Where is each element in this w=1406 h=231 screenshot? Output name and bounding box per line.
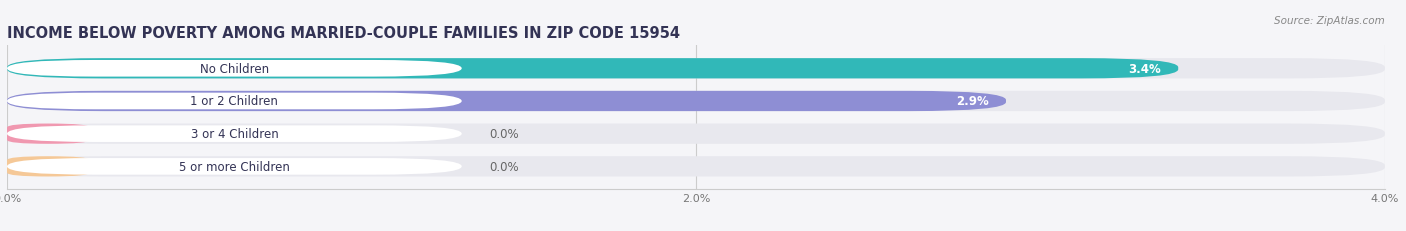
- Text: 5 or more Children: 5 or more Children: [179, 160, 290, 173]
- Text: Source: ZipAtlas.com: Source: ZipAtlas.com: [1274, 16, 1385, 26]
- Text: 1 or 2 Children: 1 or 2 Children: [190, 95, 278, 108]
- FancyBboxPatch shape: [7, 91, 1007, 112]
- Text: No Children: No Children: [200, 63, 269, 76]
- Text: 3.4%: 3.4%: [1128, 63, 1161, 76]
- FancyBboxPatch shape: [7, 124, 90, 144]
- FancyBboxPatch shape: [7, 124, 1385, 144]
- Text: INCOME BELOW POVERTY AMONG MARRIED-COUPLE FAMILIES IN ZIP CODE 15954: INCOME BELOW POVERTY AMONG MARRIED-COUPL…: [7, 26, 681, 41]
- Text: 3 or 4 Children: 3 or 4 Children: [190, 128, 278, 140]
- FancyBboxPatch shape: [7, 157, 90, 177]
- FancyBboxPatch shape: [7, 91, 1385, 112]
- FancyBboxPatch shape: [7, 158, 461, 175]
- Text: 2.9%: 2.9%: [956, 95, 988, 108]
- FancyBboxPatch shape: [7, 93, 461, 110]
- FancyBboxPatch shape: [7, 59, 1385, 79]
- Text: 0.0%: 0.0%: [489, 160, 519, 173]
- FancyBboxPatch shape: [7, 61, 461, 77]
- FancyBboxPatch shape: [7, 157, 1385, 177]
- FancyBboxPatch shape: [7, 126, 461, 142]
- FancyBboxPatch shape: [7, 59, 1178, 79]
- Text: 0.0%: 0.0%: [489, 128, 519, 140]
